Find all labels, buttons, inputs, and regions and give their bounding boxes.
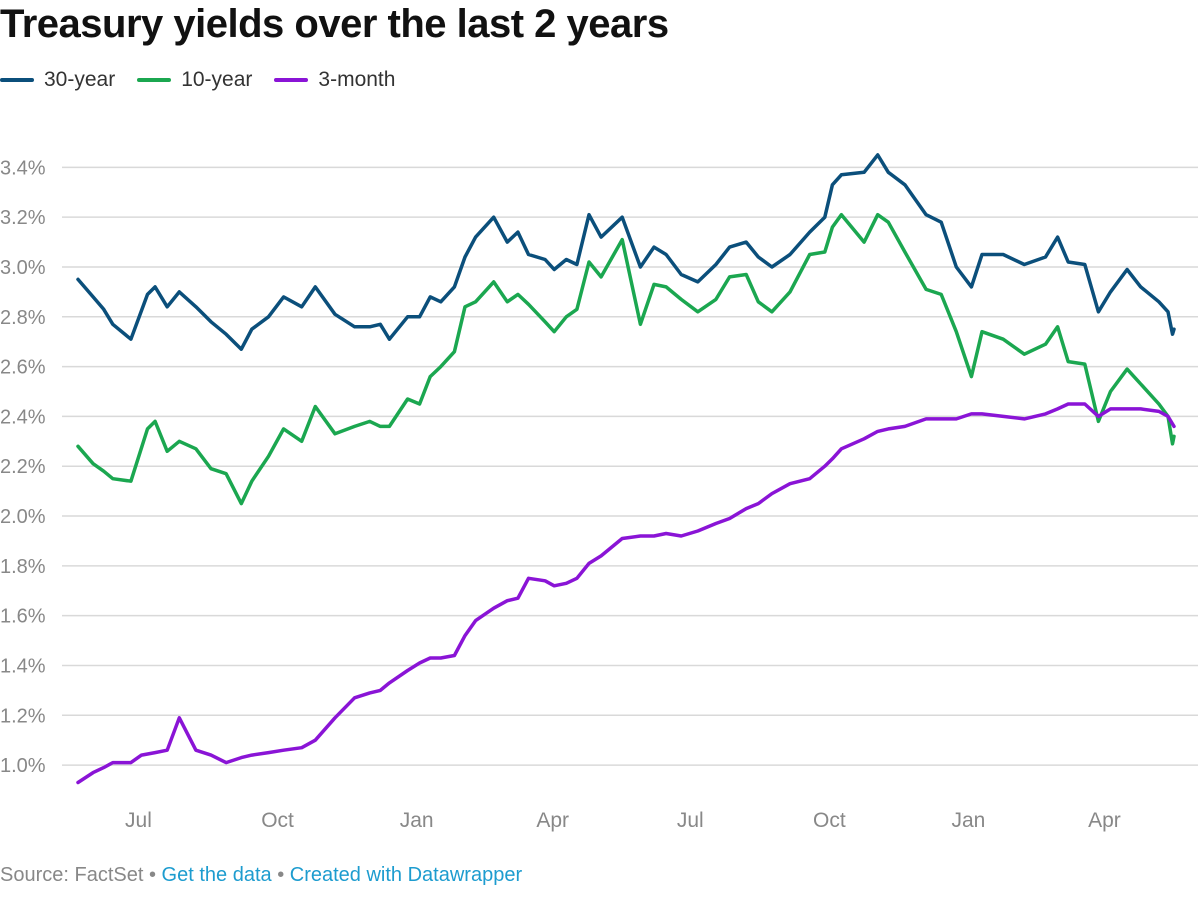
- datawrapper-link[interactable]: Created with Datawrapper: [289, 864, 523, 886]
- legend-label-30-year: 30-year: [44, 68, 116, 91]
- x-tick-label: Oct: [813, 809, 846, 832]
- y-tick-label: 2.0%: [0, 506, 46, 528]
- legend-swatch-3-month: [274, 78, 309, 82]
- x-tick-label: Jan: [951, 809, 985, 832]
- x-tick-label: Jul: [125, 809, 152, 832]
- y-tick-label: 1.6%: [0, 606, 46, 628]
- y-tick-label: 3.0%: [0, 257, 46, 279]
- legend-swatch-30-year: [0, 78, 34, 82]
- legend-swatch-10-year: [137, 78, 172, 82]
- y-tick-label: 3.4%: [0, 157, 46, 179]
- y-tick-label: 2.2%: [0, 456, 46, 478]
- x-tick-label: Apr: [536, 809, 569, 832]
- source-text: Source: FactSet: [0, 864, 144, 886]
- legend-item-3-month: 3-month: [274, 68, 395, 92]
- line-chart: 1.0% 1.2% 1.4% 1.6% 1.8% 2.0% 2.2% 2.4% 2.6% 2.8%…: [0, 153, 1198, 832]
- y-tick-label: 2.8%: [0, 307, 46, 329]
- y-tick-label: 2.4%: [0, 406, 46, 428]
- legend-item-30-year: 30-year: [0, 68, 115, 92]
- get-data-link[interactable]: Get the data: [161, 864, 272, 886]
- y-tick-label: 2.6%: [0, 357, 46, 379]
- chart-title: Treasury yields over the last 2 years: [0, 2, 669, 46]
- y-tick-label: 3.2%: [0, 207, 46, 229]
- series-line-10-year: [76, 212, 1176, 506]
- y-tick-label: 1.2%: [0, 705, 46, 727]
- series-line-30-year: [76, 153, 1176, 351]
- x-tick-label: Jul: [677, 809, 704, 832]
- legend-label-3-month: 3-month: [318, 68, 396, 91]
- x-tick-label: Oct: [261, 809, 294, 832]
- x-tick-label: Jan: [400, 809, 434, 832]
- footer-separator: •: [148, 864, 156, 886]
- y-tick-label: 1.4%: [0, 655, 46, 677]
- legend-label-10-year: 10-year: [181, 68, 253, 91]
- y-tick-label: 1.8%: [0, 556, 46, 578]
- series-line-3-month: [76, 402, 1176, 785]
- legend: 30-year 10-year 3-month: [0, 68, 417, 92]
- x-tick-label: Apr: [1088, 809, 1121, 832]
- legend-item-10-year: 10-year: [137, 68, 252, 92]
- footer-separator: •: [277, 864, 285, 886]
- footer: Source: FactSet • Get the data • Created…: [0, 864, 522, 887]
- y-tick-label: 1.0%: [0, 755, 46, 777]
